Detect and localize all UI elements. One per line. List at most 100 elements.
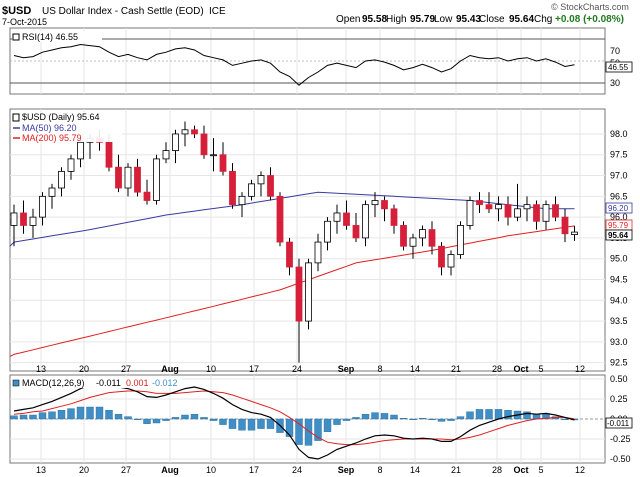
chg-label: Chg bbox=[534, 14, 552, 25]
candle-up bbox=[39, 195, 46, 218]
candle-down bbox=[504, 204, 512, 218]
candle-down bbox=[343, 212, 350, 226]
macd-histogram-bar bbox=[447, 418, 455, 421]
macd-legend-swatch bbox=[12, 379, 20, 387]
candle-down bbox=[390, 208, 398, 226]
macd-histogram-bar bbox=[314, 418, 322, 441]
candle-up bbox=[124, 166, 132, 189]
macd-histogram-bar bbox=[247, 418, 256, 431]
macd-histogram-bar bbox=[219, 418, 227, 425]
date-axis-label: 10 bbox=[206, 364, 216, 374]
candle-up bbox=[542, 204, 550, 222]
macd-histogram-bar bbox=[295, 418, 303, 445]
candle-up bbox=[210, 154, 217, 157]
price-axis: 98.097.597.096.596.095.595.094.594.093.5… bbox=[610, 129, 628, 368]
macd-histogram-bar bbox=[133, 418, 142, 421]
candle-down bbox=[105, 141, 113, 168]
candle-down bbox=[229, 170, 236, 206]
candle-down bbox=[295, 266, 303, 322]
price-tick-label: 97.5 bbox=[610, 150, 628, 160]
macd-histogram-bar bbox=[86, 406, 94, 420]
candle-down bbox=[561, 216, 569, 235]
high-value: 95.79 bbox=[410, 14, 435, 25]
candle-up bbox=[409, 237, 417, 247]
macd-histogram-bar bbox=[561, 418, 569, 421]
macd-histogram-bar bbox=[48, 411, 56, 420]
open-label: Open bbox=[336, 14, 360, 25]
date-axis-label: 12 bbox=[575, 465, 585, 475]
candle-up bbox=[67, 158, 75, 172]
copyright-label: © StockCharts.com bbox=[551, 2, 629, 12]
date-axis-label: 20 bbox=[79, 465, 89, 475]
date-axis-label: 17 bbox=[249, 465, 259, 475]
date-axis-middle: 13 20 27 Aug 10 17 24 Sep 8 14 21 28 Oct 5 12 bbox=[36, 364, 585, 374]
macd-histogram-bar bbox=[523, 411, 531, 420]
candle-down bbox=[381, 200, 388, 210]
rsi-legend: RSI(14) 46.55 bbox=[12, 31, 102, 42]
rsi-legend-bg bbox=[12, 31, 102, 42]
macd-histogram-bar bbox=[124, 416, 132, 420]
price-legend: $USD (Daily) 95.64 MA(50) 96.20 MA(200) … bbox=[12, 112, 122, 143]
close-value-tag: 95.64 bbox=[608, 231, 629, 240]
date-axis-label: 14 bbox=[410, 465, 420, 475]
macd-histogram-bar bbox=[494, 409, 503, 420]
open-value: 95.58 bbox=[362, 14, 387, 25]
ma50-value-tag-box bbox=[605, 202, 633, 214]
candle-up bbox=[419, 229, 426, 239]
low-label: Low bbox=[434, 14, 453, 25]
macd-legend: MACD(12,26,9) -0.011 0.001 -0.012 bbox=[12, 377, 182, 388]
date-axis-bottom: 13 20 27 Aug 10 17 24 Sep 8 14 21 28 Oct 5 12 bbox=[36, 465, 585, 475]
macd-histogram-bar bbox=[228, 418, 237, 429]
close-label: Close bbox=[479, 14, 505, 25]
macd-histogram-bar bbox=[209, 418, 218, 421]
macd-histogram-bar bbox=[371, 412, 379, 420]
date-axis-label: Sep bbox=[338, 364, 355, 374]
ma200-line bbox=[9, 225, 575, 357]
date-axis-label: Aug bbox=[161, 364, 179, 374]
candle-down bbox=[276, 195, 284, 243]
price-tick-label: 97.0 bbox=[610, 171, 628, 181]
date-axis-label: Oct bbox=[513, 465, 528, 475]
macd-histogram-bar bbox=[342, 418, 351, 421]
date-axis-label: Oct bbox=[513, 364, 528, 374]
macd-histogram-bar bbox=[57, 410, 66, 420]
candle-up bbox=[10, 212, 18, 226]
date-axis-label: 27 bbox=[121, 364, 131, 374]
rsi-value-tag-label: 46.55 bbox=[608, 63, 629, 72]
symbol-label: $USD bbox=[2, 5, 31, 17]
candle-up bbox=[29, 216, 37, 226]
date-label: 7-Oct-2015 bbox=[2, 17, 47, 27]
macd-tick-label: -0.25 bbox=[610, 434, 631, 444]
price-tick-label: 96.0 bbox=[610, 212, 628, 222]
index-name-label: US Dollar Index - Cash Settle (EOD) bbox=[42, 6, 204, 17]
macd-histogram-bar bbox=[352, 417, 360, 420]
candle-down bbox=[143, 191, 151, 201]
candle-down bbox=[438, 245, 445, 268]
candle-down bbox=[267, 175, 274, 197]
candle-up bbox=[324, 220, 331, 243]
macd-histogram-bar bbox=[361, 414, 370, 420]
price-tick-label: 98.0 bbox=[610, 129, 628, 139]
macd-tick-label: 0.25 bbox=[610, 394, 628, 404]
rsi-legend-swatch bbox=[12, 33, 20, 41]
macd-histogram-bar bbox=[76, 406, 85, 420]
candle-up bbox=[153, 158, 160, 201]
date-axis-label: 5 bbox=[538, 364, 543, 374]
ma200-value-tag: 95.79 bbox=[608, 221, 629, 230]
macd-value-tag-label: -0.011 bbox=[607, 419, 630, 428]
candle-down bbox=[219, 154, 227, 172]
macd-histogram-bar bbox=[105, 410, 113, 420]
date-axis-label: 24 bbox=[292, 364, 302, 374]
price-value-tags: 96.20 95.79 95.64 bbox=[605, 202, 633, 241]
date-axis-label: 27 bbox=[121, 465, 131, 475]
macd-value-tag: -0.011 bbox=[605, 417, 633, 429]
chg-value: +0.08 (+0.08%) bbox=[555, 14, 624, 25]
macd-histogram-bar bbox=[152, 418, 161, 424]
date-axis-label: 10 bbox=[206, 465, 216, 475]
macd-histogram-bar bbox=[437, 418, 446, 422]
rsi-value-tag-box bbox=[605, 61, 633, 73]
candle-down bbox=[134, 166, 141, 193]
date-axis-label: 24 bbox=[292, 465, 302, 475]
candle-down bbox=[200, 133, 208, 156]
